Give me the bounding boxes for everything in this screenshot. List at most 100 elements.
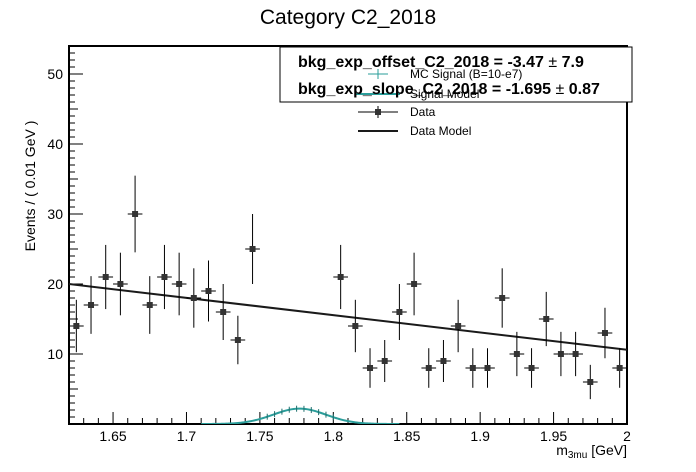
fit-result-offset: bkg_exp_offset_C2_2018 = -3.47 ± 7.9	[298, 54, 584, 71]
data-point-marker	[88, 302, 95, 308]
data-point	[509, 331, 525, 377]
data-point	[348, 299, 363, 353]
legend-box	[279, 46, 633, 103]
data-point	[582, 364, 598, 400]
x-tick-label: 1.65	[99, 428, 126, 444]
y-tick-label: 10	[47, 346, 63, 362]
data-point-marker	[337, 274, 344, 280]
data-point-marker	[367, 365, 374, 371]
data-point-marker	[411, 281, 418, 287]
legend-data-model-label: Data Model	[410, 124, 471, 138]
x-tick-label: 1.8	[324, 428, 344, 444]
data-point-marker	[440, 358, 447, 364]
y-tick-label: 20	[47, 276, 63, 292]
data-point	[171, 252, 187, 316]
data-point	[465, 348, 481, 388]
data-point	[436, 340, 451, 382]
data-point-marker	[557, 351, 564, 357]
x-axis-label: m3mu [GeV]	[556, 442, 627, 461]
legend-data-marker	[375, 109, 381, 115]
data-point	[421, 348, 437, 388]
x-tick-label: 1.7	[177, 428, 197, 444]
x-tick-label: 1.85	[393, 428, 420, 444]
data-point	[553, 331, 569, 377]
x-tick-label: 1.9	[470, 428, 490, 444]
data-point	[524, 348, 539, 388]
x-axis-label-main: m	[556, 442, 568, 458]
data-series	[69, 175, 627, 400]
data-point	[113, 252, 128, 316]
data-point-marker	[73, 323, 80, 329]
x-tick-label: 1.75	[246, 428, 273, 444]
data-point	[127, 175, 143, 253]
data-point-marker	[601, 330, 608, 336]
data-point	[362, 348, 378, 388]
data-point	[245, 214, 260, 284]
x-tick-label: 2	[623, 428, 631, 444]
data-point-marker	[543, 316, 550, 322]
data-point	[157, 244, 172, 310]
x-axis-label-unit: [GeV]	[587, 442, 627, 458]
legend-mc-signal-label: MC Signal (B=10-e7)	[410, 67, 522, 81]
data-point	[215, 284, 231, 340]
data-point	[612, 348, 627, 388]
data-point	[597, 307, 613, 359]
data-point-marker	[146, 302, 153, 308]
data-point-marker	[513, 351, 520, 357]
legend-signal-model-label: Signal Model	[410, 87, 479, 101]
x-axis-ticks: 1.65 1.7 1.75 1.8 1.85 1.9 1.95 2	[68, 412, 631, 444]
data-point-marker	[117, 281, 124, 287]
data-point-marker	[396, 309, 403, 315]
data-point-marker	[484, 365, 491, 371]
data-point-marker	[499, 295, 506, 301]
data-point	[538, 291, 554, 347]
data-point-marker	[234, 337, 241, 343]
y-tick-label: 30	[47, 206, 63, 222]
signal-model-curve	[201, 407, 400, 424]
data-point	[333, 244, 348, 310]
y-tick-label: 40	[47, 136, 63, 152]
data-model-series	[69, 283, 627, 351]
data-point-marker	[190, 295, 197, 301]
chart-title: Category C2_2018	[260, 6, 436, 29]
y-axis-label: Events / ( 0.01 GeV )	[22, 121, 38, 252]
data-point	[568, 331, 583, 377]
data-point-marker	[381, 358, 388, 364]
data-point-marker	[176, 281, 183, 287]
data-point	[377, 340, 393, 382]
data-point	[142, 276, 158, 334]
data-point-marker	[572, 351, 579, 357]
data-point-marker	[102, 274, 109, 280]
data-point	[494, 268, 510, 328]
data-point-marker	[132, 211, 139, 217]
data-point-marker	[587, 379, 594, 385]
data-point	[98, 244, 114, 310]
data-point	[480, 348, 495, 388]
signal-model-series	[201, 405, 400, 424]
data-point	[201, 260, 216, 322]
data-point-marker	[205, 288, 212, 294]
data-point	[69, 299, 84, 353]
x-tick-label: 1.95	[540, 428, 567, 444]
data-point-marker	[161, 274, 168, 280]
legend-data-label: Data	[410, 105, 436, 119]
data-point-marker	[469, 365, 476, 371]
data-point	[83, 276, 99, 334]
data-point-marker	[220, 309, 227, 315]
data-point-marker	[616, 365, 623, 371]
data-model-line	[69, 283, 627, 351]
data-point-marker	[352, 323, 359, 329]
fit-result-slope: bkg_exp_slope_C2_2018 = -1.695 ± 0.87	[298, 81, 600, 98]
y-tick-label: 50	[47, 66, 63, 82]
x-axis-label-sub: 3mu	[568, 450, 587, 461]
data-point	[450, 299, 466, 353]
plot-frame	[68, 45, 628, 425]
data-point	[186, 268, 202, 328]
legend: MC Signal (B=10-e7) Signal Model Data Da…	[279, 46, 633, 138]
y-axis-ticks: 10 20 30 40 50	[47, 45, 83, 425]
data-point	[392, 284, 407, 340]
data-point-marker	[455, 323, 462, 329]
data-point-marker	[249, 246, 256, 252]
data-point	[406, 252, 422, 316]
data-point	[230, 315, 246, 365]
